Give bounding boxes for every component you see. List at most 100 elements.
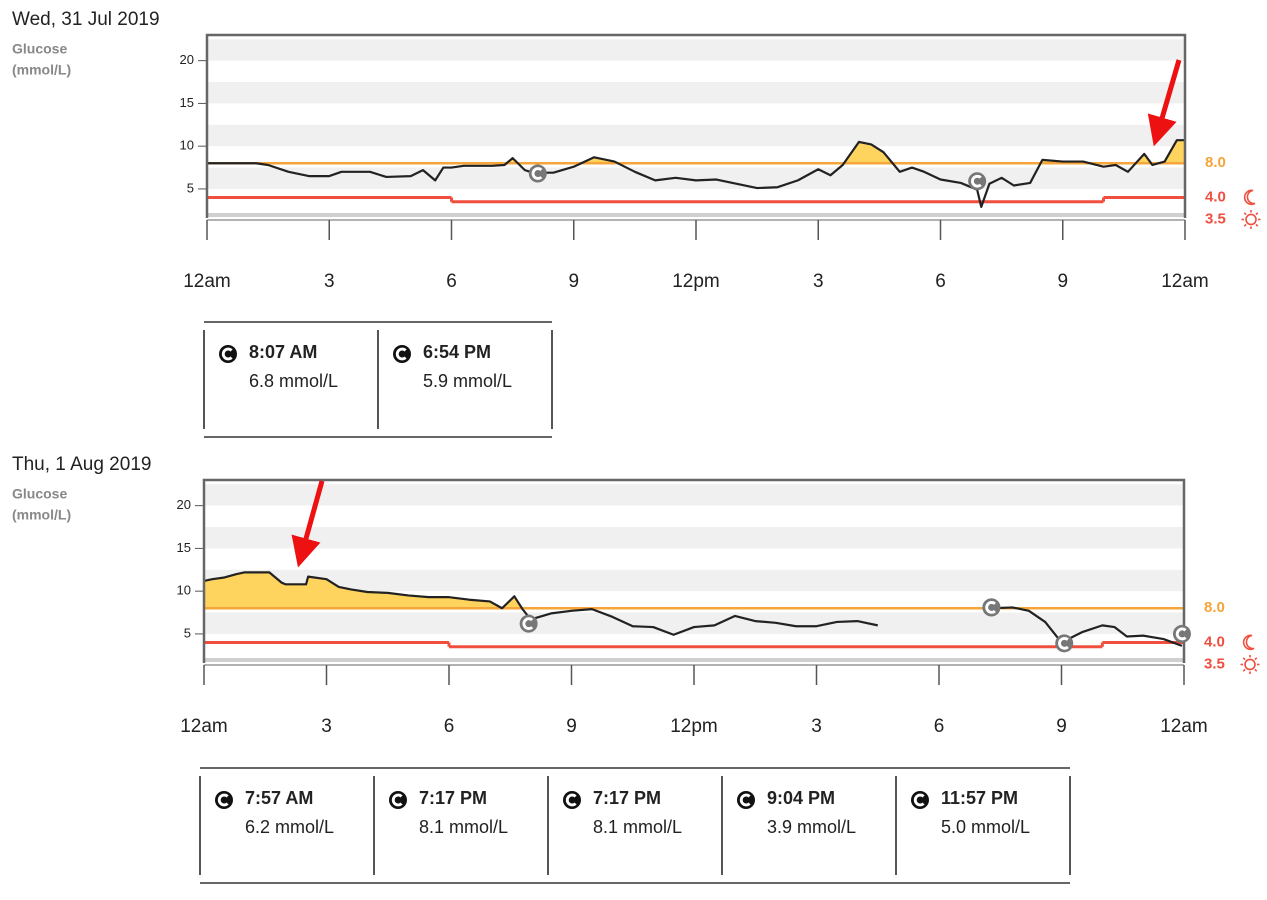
scan-icon [215, 791, 233, 809]
scan-value: 8.1 mmol/L [593, 817, 682, 837]
y-tick-label: 5 [187, 180, 194, 195]
sun-ray [1255, 212, 1259, 216]
icon-letter [391, 793, 403, 807]
icon-letter [985, 601, 996, 614]
scan-icon [563, 791, 581, 809]
annotation-arrow [291, 480, 325, 568]
glucose-line [203, 571, 878, 636]
scan-value: 3.9 mmol/L [767, 817, 856, 837]
icon-circle [528, 164, 547, 183]
scan-value: 5.9 mmol/L [423, 371, 512, 391]
sun-ray [1243, 223, 1247, 227]
x-tick-label: 9 [1057, 271, 1068, 292]
scan-icon [982, 598, 1001, 617]
icon-circle [393, 345, 411, 363]
scan-value: 8.1 mmol/L [419, 817, 508, 837]
moon-icon [1243, 189, 1256, 206]
annotation-arrow [1147, 59, 1182, 147]
y-tick-label: 10 [177, 583, 191, 598]
chart-title: Thu, 1 Aug 2019 [12, 454, 151, 475]
x-tick-label: 12pm [670, 716, 718, 737]
scan-time: 7:17 PM [593, 788, 661, 808]
moon-icon [1242, 634, 1255, 651]
x-tick-label: 12am [183, 271, 231, 292]
sun-icon [1245, 213, 1257, 226]
scan-time: 8:07 AM [249, 342, 317, 362]
x-tick-label: 12am [1160, 716, 1208, 737]
y-tick-label: 10 [180, 138, 194, 153]
scan-time: 11:57 PM [941, 788, 1018, 808]
glucose-line [207, 139, 1185, 208]
y-tick-label: 15 [177, 540, 191, 555]
icon-letter [739, 793, 751, 807]
icon-circle [982, 598, 1001, 617]
scan-value: 6.2 mmol/L [245, 817, 334, 837]
x-tick-label: 3 [811, 716, 822, 737]
icon-letter [217, 793, 229, 807]
icon-circle [215, 791, 233, 809]
scan-time: 7:57 AM [245, 788, 313, 808]
x-tick-label: 12am [180, 716, 228, 737]
scan-icon [389, 791, 407, 809]
x-tick-label: 12am [1161, 271, 1209, 292]
x-tick-label: 6 [444, 716, 455, 737]
x-tick-label: 9 [568, 271, 579, 292]
icon-letter [1058, 636, 1069, 650]
icon-circle [563, 791, 581, 809]
sun-ray [1255, 223, 1259, 227]
y-tick-label: 5 [184, 625, 191, 640]
y-axis-label: (mmol/L) [12, 62, 71, 78]
day-target-label: 3.5 [1204, 655, 1225, 672]
sun-icon [1244, 658, 1256, 671]
sun-ray [1243, 212, 1247, 216]
sun-ray [1254, 657, 1258, 661]
x-tick-label: 9 [1056, 716, 1067, 737]
sun-ray [1254, 668, 1258, 672]
scan-icon [393, 345, 411, 363]
grid-band [204, 484, 1184, 506]
sun-ray [1242, 668, 1246, 672]
scan-time: 6:54 PM [423, 342, 491, 362]
icon-circle [219, 345, 237, 363]
high-target-label: 8.0 [1205, 154, 1226, 171]
icon-letter [913, 793, 925, 807]
grid-band [207, 167, 1185, 189]
x-tick-label: 6 [934, 716, 945, 737]
grid-band [204, 612, 1184, 634]
grid-band [204, 527, 1184, 549]
icon-letter [221, 347, 233, 361]
icon-circle [968, 172, 987, 191]
y-axis-label: (mmol/L) [12, 507, 71, 523]
y-tick-label: 20 [177, 497, 191, 512]
y-axis-label: Glucose [12, 486, 67, 502]
scan-icon [528, 164, 547, 183]
bottom-band [207, 213, 1185, 217]
chart-title: Wed, 31 Jul 2019 [12, 9, 160, 30]
x-tick-label: 6 [446, 271, 457, 292]
plot-frame [205, 33, 1187, 218]
glucose-line [992, 606, 1183, 647]
bottom-band [204, 658, 1184, 662]
sun-ray [1242, 657, 1246, 661]
x-tick-label: 3 [813, 271, 824, 292]
grid-band [207, 124, 1185, 147]
x-tick-label: 3 [321, 716, 332, 737]
scan-icon [968, 172, 987, 191]
scan-icon [1172, 624, 1191, 643]
day-target-label: 3.5 [1205, 210, 1226, 227]
x-tick-label: 6 [935, 271, 946, 292]
night-target-label: 4.0 [1205, 188, 1226, 205]
icon-circle [911, 791, 929, 809]
scan-icon [519, 614, 538, 633]
scan-icon [737, 791, 755, 809]
high-area [204, 572, 878, 609]
icon-letter [522, 617, 534, 631]
grid-band [207, 39, 1185, 61]
y-tick-label: 15 [180, 95, 194, 110]
x-tick-label: 3 [324, 271, 335, 292]
high-target-label: 8.0 [1204, 599, 1225, 616]
grid-band [207, 82, 1185, 104]
icon-circle [1172, 624, 1191, 643]
